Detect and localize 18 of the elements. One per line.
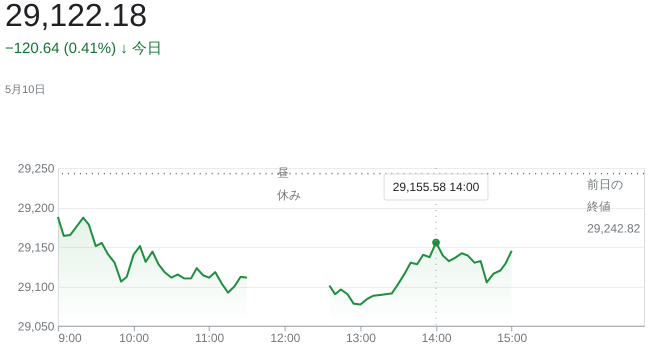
y-tick-label: 29,200 <box>18 200 55 215</box>
x-tick-label: 13:00 <box>346 331 376 346</box>
text: 5月10日 <box>4 84 46 96</box>
x-tick-label: 9:00 <box>58 331 82 346</box>
chart-title: 29,122.18 <box>4 0 148 34</box>
y-tick-label: 29,250 <box>18 162 55 176</box>
y-tick-label: 29,100 <box>18 280 55 294</box>
x-tick-label: 15:00 <box>497 331 528 346</box>
x-tick-label: 12:00 <box>270 331 301 346</box>
x-tick-label: 11:00 <box>195 331 225 346</box>
annotation: 29,155.58 14:00 <box>392 180 480 194</box>
chart-subtitle: −120.64 (0.41%) ↓ 今日 <box>4 40 162 58</box>
x-tick-label: 10:00 <box>119 331 150 346</box>
ref-line-label: 前日の終値 29,242.82 <box>586 178 641 236</box>
y-tick-label: 29,150 <box>18 240 55 254</box>
annotation: 昼休み <box>277 166 302 202</box>
x-tick-label: 14:00 <box>422 331 452 346</box>
y-tick-label: 29,050 <box>18 319 55 334</box>
